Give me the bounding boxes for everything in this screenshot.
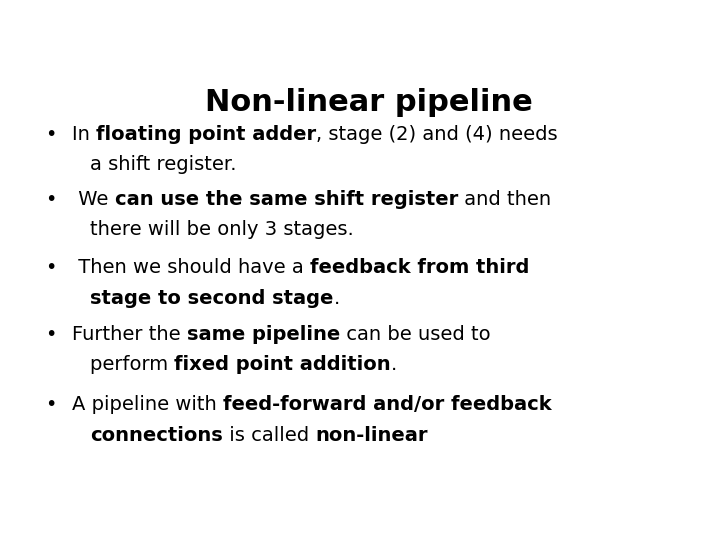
Text: .: . xyxy=(391,355,397,374)
Text: •: • xyxy=(45,190,56,208)
Text: Non-linear pipeline: Non-linear pipeline xyxy=(205,87,533,117)
Text: and then: and then xyxy=(458,190,551,208)
Text: fixed point addition: fixed point addition xyxy=(174,355,391,374)
Text: non-linear: non-linear xyxy=(315,426,428,445)
Text: •: • xyxy=(45,258,56,277)
Text: Further the: Further the xyxy=(72,325,187,343)
Text: perform: perform xyxy=(90,355,174,374)
Text: We: We xyxy=(72,190,114,208)
Text: .: . xyxy=(333,288,340,307)
Text: •: • xyxy=(45,125,56,144)
Text: floating point adder: floating point adder xyxy=(96,125,316,144)
Text: In: In xyxy=(72,125,96,144)
Text: Then we should have a: Then we should have a xyxy=(72,258,310,277)
Text: feed-forward and/or feedback: feed-forward and/or feedback xyxy=(223,395,552,414)
Text: , stage (2) and (4) needs: , stage (2) and (4) needs xyxy=(316,125,558,144)
Text: stage to second stage: stage to second stage xyxy=(90,288,333,307)
Text: •: • xyxy=(45,325,56,343)
Text: same pipeline: same pipeline xyxy=(187,325,340,343)
Text: there will be only 3 stages.: there will be only 3 stages. xyxy=(90,220,354,239)
Text: •: • xyxy=(45,395,56,414)
Text: feedback from third: feedback from third xyxy=(310,258,529,277)
Text: can use the same shift register: can use the same shift register xyxy=(114,190,458,208)
Text: a shift register.: a shift register. xyxy=(90,156,236,174)
Text: A pipeline with: A pipeline with xyxy=(72,395,223,414)
Text: can be used to: can be used to xyxy=(340,325,491,343)
Text: connections: connections xyxy=(90,426,222,445)
Text: is called: is called xyxy=(222,426,315,445)
